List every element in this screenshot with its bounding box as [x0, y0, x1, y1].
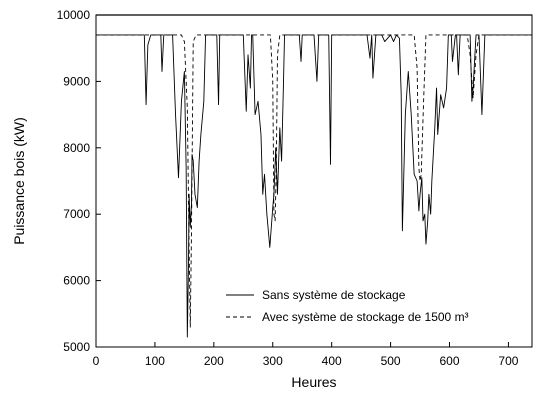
- x-tick-label: 0: [93, 354, 100, 368]
- x-tick-label: 600: [439, 354, 459, 368]
- ticks: 0 100 200 300 400 500 600 700 5000 6000 7000 8000 90…: [57, 8, 519, 368]
- y-tick-label: 9000: [63, 74, 90, 88]
- series-line-sans-stockage: [96, 34, 532, 338]
- y-tick-label: 6000: [63, 274, 90, 288]
- x-tick-label: 700: [498, 354, 518, 368]
- legend-label-sans-stockage: Sans système de stockage: [262, 288, 406, 302]
- y-tick-label: 5000: [63, 340, 90, 354]
- y-tick-label: 8000: [63, 141, 90, 155]
- series-line-avec-stockage: [96, 34, 532, 328]
- x-tick-label: 300: [263, 354, 283, 368]
- x-tick-label: 500: [381, 354, 401, 368]
- y-tick-label: 7000: [63, 207, 90, 221]
- x-tick-label: 100: [145, 354, 165, 368]
- legend-label-avec-stockage: Avec système de stockage de 1500 m³: [262, 310, 469, 324]
- legend: Sans système de stockage Avec système de…: [226, 288, 469, 324]
- x-axis-title: Heures: [291, 374, 336, 390]
- x-tick-label: 200: [204, 354, 224, 368]
- y-tick-label: 10000: [57, 8, 91, 22]
- plot-frame: [95, 14, 533, 348]
- y-axis-title: Puissance bois (kW): [11, 117, 27, 245]
- x-tick-label: 400: [322, 354, 342, 368]
